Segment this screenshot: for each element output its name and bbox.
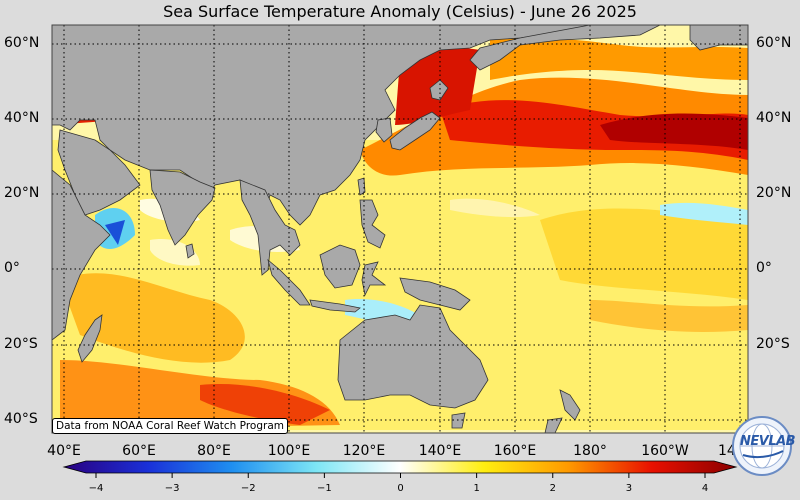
longitude-label: 160°W: [641, 443, 689, 459]
longitude-label: 80°E: [197, 443, 231, 459]
latitude-label: 20°N: [756, 185, 792, 201]
longitude-label: 100°E: [267, 443, 311, 459]
latitude-label: 40°N: [756, 110, 792, 126]
colorbar: [62, 460, 738, 478]
longitude-label: 60°E: [122, 443, 156, 459]
longitude-label: 120°E: [342, 443, 386, 459]
latitude-label: 20°S: [4, 336, 38, 352]
globe-logo-icon: [732, 416, 792, 476]
colorbar-tick-label: 2: [549, 483, 556, 494]
colorbar-tick-label: −4: [88, 483, 104, 494]
colorbar-tick-label: 1: [473, 483, 480, 494]
latitude-label: 60°N: [756, 35, 792, 51]
latitude-label: 20°N: [4, 185, 40, 201]
colorbar-gradient: [62, 460, 738, 474]
colorbar-tick-label: 3: [625, 483, 633, 494]
longitude-label: 40°E: [47, 443, 81, 459]
latitude-label: 60°N: [4, 35, 40, 51]
colorbar-tick-label: 0: [397, 483, 404, 494]
longitude-label: 160°E: [493, 443, 537, 459]
colorbar-tick-label: −1: [317, 483, 332, 494]
latitude-label: 20°S: [756, 336, 790, 352]
map-title: Sea Surface Temperature Anomaly (Celsius…: [163, 2, 637, 21]
longitude-label: 140°E: [418, 443, 462, 459]
latitude-label: 0°: [756, 260, 772, 276]
colorbar-tick-label: 4: [701, 483, 709, 494]
land-masses: [52, 25, 748, 433]
latitude-label: 0°: [4, 260, 20, 276]
colorbar-tick-label: −2: [240, 483, 256, 494]
graticule: [52, 25, 748, 433]
colorbar-tick-label: −3: [164, 483, 180, 494]
latitude-label: 40°S: [4, 411, 38, 427]
map-frame: [51, 24, 749, 434]
data-credit-label: Data from NOAA Coral Reef Watch Program: [52, 418, 288, 434]
latitude-label: 40°N: [4, 110, 40, 126]
logo-text: NEVLAB: [740, 434, 796, 449]
longitude-label: 180°: [573, 443, 607, 459]
